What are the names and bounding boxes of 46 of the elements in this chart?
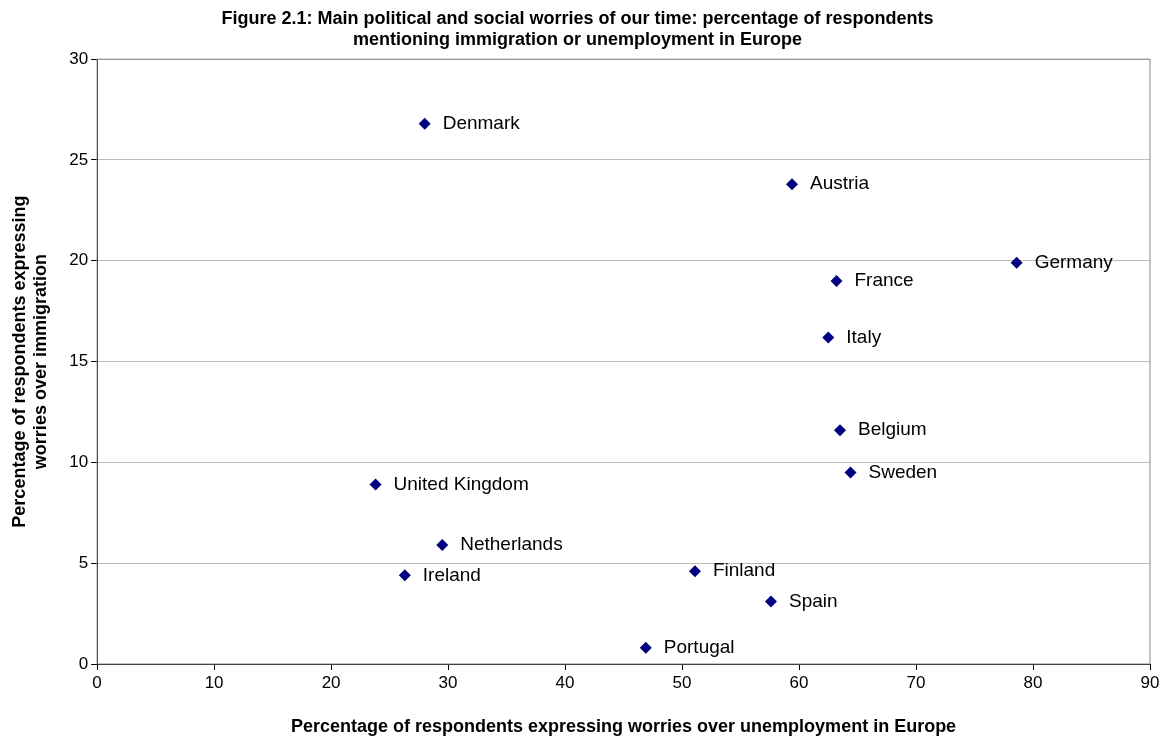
x-axis-title: Percentage of respondents expressing worries over unemployment in Europe [290, 716, 957, 737]
point [369, 478, 382, 491]
y-tick-label: 10 [69, 452, 89, 472]
x-tick-label: 60 [789, 672, 809, 692]
y-tick-label: 5 [78, 552, 89, 572]
series-label: Finland [712, 559, 776, 581]
y-axis-title: Percentage of respondents expressing worries over immigration [8, 195, 51, 528]
series-label: Ireland [422, 563, 481, 585]
point [398, 569, 411, 582]
point [418, 117, 431, 130]
x-tick-label: 90 [1140, 672, 1160, 692]
x-tick-label: 40 [555, 672, 575, 692]
point [833, 424, 846, 437]
point [1010, 256, 1023, 269]
series-label: United Kingdom [393, 472, 529, 494]
y-tick-label: 20 [69, 250, 89, 270]
x-tick-label: 50 [672, 672, 692, 692]
x-tick-label: 70 [906, 672, 926, 692]
y-tick-label: 0 [78, 653, 89, 673]
series-label: Belgium [857, 418, 927, 440]
point [688, 565, 701, 578]
y-tick-label: 15 [69, 351, 89, 371]
x-tick-label: 80 [1023, 672, 1043, 692]
point [830, 274, 843, 287]
series-label: Italy [846, 325, 882, 347]
y-tick-label: 25 [69, 149, 89, 169]
x-tick-label: 10 [204, 672, 224, 692]
x-tick-label: 30 [438, 672, 458, 692]
point [822, 331, 835, 344]
series-label: Germany [1034, 251, 1114, 273]
series-label: Austria [810, 172, 870, 194]
point [436, 539, 449, 552]
series-label: Denmark [442, 111, 521, 133]
point [639, 641, 652, 654]
series-label: Portugal [663, 636, 735, 658]
point [844, 466, 857, 479]
point [764, 595, 777, 608]
point [786, 178, 799, 191]
series-label: Netherlands [460, 533, 563, 555]
y-tick-label: 30 [69, 48, 89, 68]
series-label: Spain [788, 589, 838, 611]
x-tick-label: 20 [321, 672, 341, 692]
series-label: France [854, 269, 914, 291]
chart-title: Figure 2.1: Main political and social worries of our time: percentage of respondents mentioning immigration or unemployment in Europe [221, 7, 934, 50]
x-tick-label: 0 [92, 672, 102, 692]
series-label: Sweden [868, 460, 938, 482]
